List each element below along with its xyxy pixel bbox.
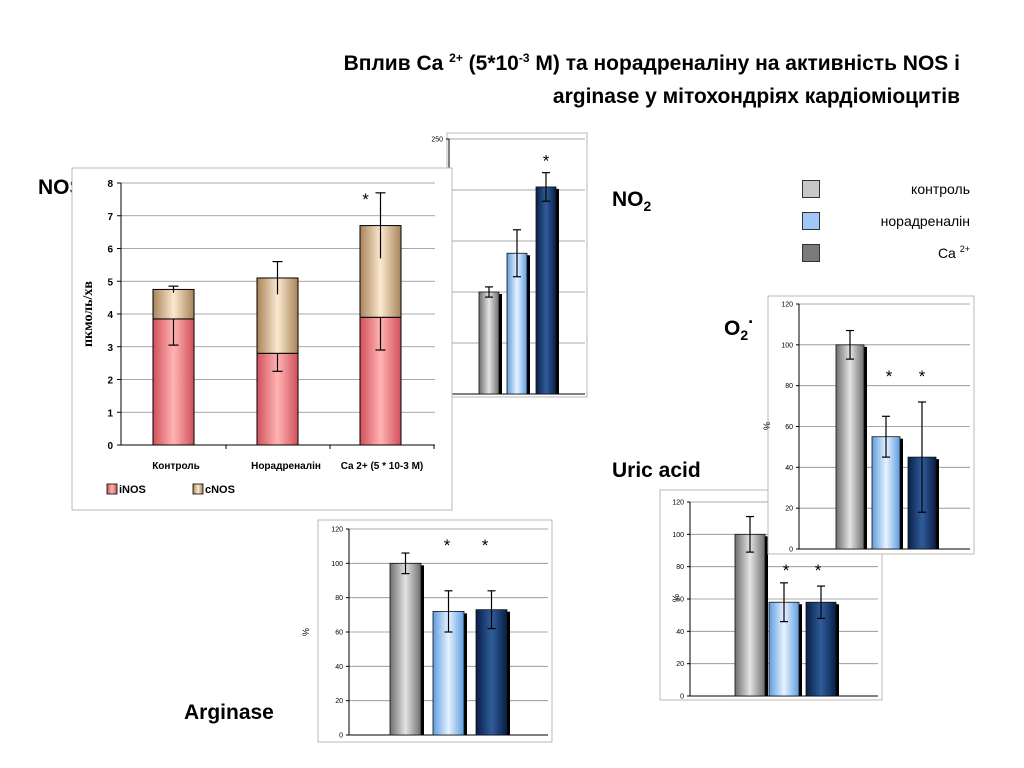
legend-swatch-calcium — [802, 244, 820, 262]
x-category-label: Норадреналін — [251, 461, 321, 472]
y-axis-label: % — [301, 628, 311, 636]
legend-item-calcium: Ca 2+ — [800, 242, 970, 274]
legend-item-control: контроль — [800, 178, 970, 210]
legend-swatch — [106, 483, 118, 495]
y-tick-label: 3 — [107, 343, 113, 354]
significance-star: * — [919, 367, 926, 386]
significance-star: * — [444, 536, 451, 555]
y-tick-label: 0 — [107, 441, 113, 452]
bar-контроль — [389, 562, 422, 736]
legend-label: cNOS — [205, 484, 235, 496]
y-tick-label: 6 — [107, 245, 113, 256]
y-tick-label: 80 — [335, 595, 343, 602]
title-line-1: Вплив Ca 2+ (5*10-3 М) та норадреналіну … — [343, 51, 960, 75]
legend-item-noradrenaline: норадреналін — [800, 210, 970, 242]
significance-star: * — [482, 536, 489, 555]
y-tick-label: 100 — [781, 342, 793, 349]
bar-Ca 2+ — [475, 609, 508, 736]
y-tick-label: 60 — [785, 424, 793, 431]
uric-acid-label: Uric acid — [612, 459, 701, 482]
y-tick-label: 0 — [339, 733, 343, 740]
y-tick-label: 1 — [107, 408, 113, 419]
y-tick-label: 250 — [431, 137, 443, 144]
plot-frame — [767, 295, 975, 555]
y-axis-label: % — [671, 594, 681, 602]
y-tick-label: 40 — [785, 465, 793, 472]
y-tick-label: 0 — [680, 694, 684, 701]
no2-label: NO2 — [612, 188, 652, 214]
y-tick-label: 7 — [107, 212, 113, 223]
y-tick-label: 120 — [331, 527, 343, 534]
y-tick-label: 20 — [676, 661, 684, 668]
y-tick-label: 40 — [676, 629, 684, 636]
significance-star: * — [543, 152, 550, 171]
y-tick-label: 4 — [107, 310, 113, 321]
y-tick-label: 120 — [672, 500, 684, 507]
slide-title: Вплив Ca 2+ (5*10-3 М) та норадреналіну … — [60, 47, 960, 113]
significance-star: * — [783, 561, 790, 580]
y-tick-label: 20 — [335, 698, 343, 705]
arginase-label: Arginase — [184, 701, 274, 724]
y-tick-label: 80 — [676, 564, 684, 571]
legend: контроль норадреналін Ca 2+ — [800, 178, 970, 274]
significance-star: * — [362, 190, 369, 209]
significance-star: * — [815, 561, 822, 580]
y-tick-label: 20 — [785, 506, 793, 513]
legend-swatch — [192, 483, 204, 495]
y-axis-label: пкмоль/хв — [81, 281, 96, 347]
bar-контроль — [734, 533, 766, 697]
y-tick-label: 80 — [785, 383, 793, 390]
y-tick-label: 40 — [335, 664, 343, 671]
x-category-label: Контроль — [152, 461, 200, 472]
o2-label: O2· — [724, 312, 755, 343]
legend-swatch-control — [802, 180, 820, 198]
y-tick-label: 120 — [781, 302, 793, 309]
y-tick-label: 100 — [672, 532, 684, 539]
legend-swatch-noradrenaline — [802, 212, 820, 230]
y-tick-label: 60 — [676, 597, 684, 604]
y-tick-label: 5 — [107, 277, 113, 288]
bar-контроль — [835, 344, 865, 550]
title-line-2: arginase у мітохондріях кардіоміоцитів — [552, 85, 960, 108]
y-axis-label: % — [762, 422, 772, 430]
y-tick-label: 0 — [789, 547, 793, 554]
significance-star: * — [886, 367, 893, 386]
y-tick-label: 60 — [335, 630, 343, 637]
x-category-label: Ca 2+ (5 * 10-3 M) — [341, 461, 424, 472]
y-tick-label: 8 — [107, 179, 113, 190]
y-tick-label: 100 — [331, 561, 343, 568]
legend-label: iNOS — [119, 484, 146, 496]
y-tick-label: 2 — [107, 376, 113, 387]
